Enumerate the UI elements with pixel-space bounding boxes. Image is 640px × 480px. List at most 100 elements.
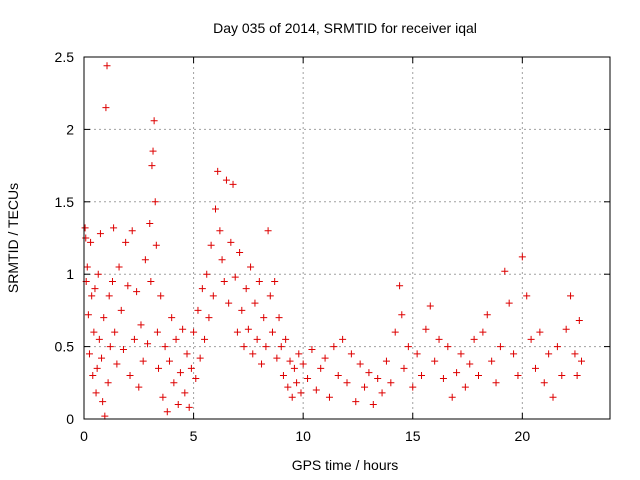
data-point bbox=[214, 167, 222, 175]
data-point bbox=[231, 273, 239, 281]
data-point bbox=[448, 393, 456, 401]
data-point bbox=[89, 372, 97, 380]
data-point bbox=[361, 383, 369, 391]
data-point bbox=[209, 292, 217, 300]
y-tick-label: 0.5 bbox=[55, 339, 75, 355]
data-point bbox=[84, 311, 92, 319]
data-point bbox=[567, 292, 575, 300]
plot-frame bbox=[83, 56, 611, 420]
data-point bbox=[279, 372, 287, 380]
data-point bbox=[404, 343, 412, 351]
data-point bbox=[271, 277, 279, 285]
data-point bbox=[356, 360, 364, 368]
data-point bbox=[163, 408, 171, 416]
data-point bbox=[201, 335, 209, 343]
data-point bbox=[117, 306, 125, 314]
data-point bbox=[297, 389, 305, 397]
data-point bbox=[203, 270, 211, 278]
data-point bbox=[196, 354, 204, 362]
data-point bbox=[330, 343, 338, 351]
data-point bbox=[139, 357, 147, 365]
data-point bbox=[183, 350, 191, 358]
data-point bbox=[347, 350, 355, 358]
data-point bbox=[192, 374, 200, 382]
data-points bbox=[81, 62, 586, 420]
data-point bbox=[165, 357, 173, 365]
data-point bbox=[251, 299, 259, 307]
data-point bbox=[91, 285, 99, 293]
data-point bbox=[545, 350, 553, 358]
data-point bbox=[174, 401, 182, 409]
data-point bbox=[225, 299, 233, 307]
data-point bbox=[312, 386, 320, 394]
data-point bbox=[176, 369, 184, 377]
data-point bbox=[492, 379, 500, 387]
x-tick-label: 15 bbox=[405, 428, 421, 444]
data-point bbox=[99, 398, 107, 406]
data-point bbox=[284, 383, 292, 391]
data-point bbox=[111, 328, 119, 336]
data-point bbox=[144, 340, 152, 348]
data-point bbox=[255, 277, 263, 285]
data-point bbox=[161, 343, 169, 351]
data-point bbox=[413, 350, 421, 358]
data-point bbox=[573, 372, 581, 380]
data-point bbox=[229, 180, 237, 188]
data-point bbox=[106, 343, 114, 351]
data-point bbox=[172, 335, 180, 343]
data-point bbox=[249, 350, 257, 358]
data-point bbox=[238, 306, 246, 314]
data-point bbox=[90, 328, 98, 336]
x-tick-label: 5 bbox=[190, 428, 198, 444]
data-point bbox=[168, 314, 176, 322]
data-point bbox=[105, 292, 113, 300]
data-point bbox=[578, 357, 586, 365]
data-point bbox=[240, 343, 248, 351]
data-point bbox=[540, 379, 548, 387]
data-point bbox=[321, 354, 329, 362]
data-point bbox=[119, 345, 127, 353]
data-point bbox=[422, 325, 430, 333]
data-point bbox=[103, 62, 111, 70]
data-point bbox=[146, 220, 154, 228]
data-point bbox=[130, 335, 138, 343]
data-point bbox=[374, 374, 382, 382]
data-point bbox=[268, 328, 276, 336]
data-point bbox=[496, 343, 504, 351]
data-point bbox=[273, 354, 281, 362]
data-point bbox=[244, 325, 252, 333]
data-point bbox=[439, 374, 447, 382]
data-point bbox=[179, 325, 187, 333]
data-point bbox=[194, 306, 202, 314]
data-point bbox=[536, 328, 544, 336]
y-tick-label: 2.5 bbox=[55, 49, 75, 65]
data-point bbox=[98, 354, 106, 362]
data-point bbox=[258, 360, 266, 368]
data-point bbox=[426, 302, 434, 310]
y-tick-label: 0 bbox=[66, 411, 74, 427]
x-axis-label: GPS time / hours bbox=[292, 457, 399, 473]
grid-lines bbox=[84, 57, 610, 419]
data-point bbox=[247, 263, 255, 271]
data-point bbox=[398, 311, 406, 319]
data-point bbox=[137, 321, 145, 329]
data-point bbox=[218, 256, 226, 264]
data-point bbox=[104, 379, 112, 387]
data-point bbox=[102, 104, 110, 112]
data-point bbox=[88, 292, 96, 300]
data-point bbox=[170, 379, 178, 387]
data-point bbox=[262, 343, 270, 351]
data-point bbox=[571, 350, 579, 358]
data-point bbox=[400, 364, 408, 372]
data-point bbox=[96, 230, 104, 238]
data-point bbox=[141, 256, 149, 264]
data-point bbox=[93, 364, 101, 372]
data-point bbox=[227, 238, 235, 246]
data-point bbox=[187, 364, 195, 372]
data-point bbox=[531, 364, 539, 372]
chart-title: Day 035 of 2014, SRMTID for receiver iqa… bbox=[213, 20, 477, 36]
data-point bbox=[457, 350, 465, 358]
data-point bbox=[334, 372, 342, 380]
data-point bbox=[87, 238, 95, 246]
